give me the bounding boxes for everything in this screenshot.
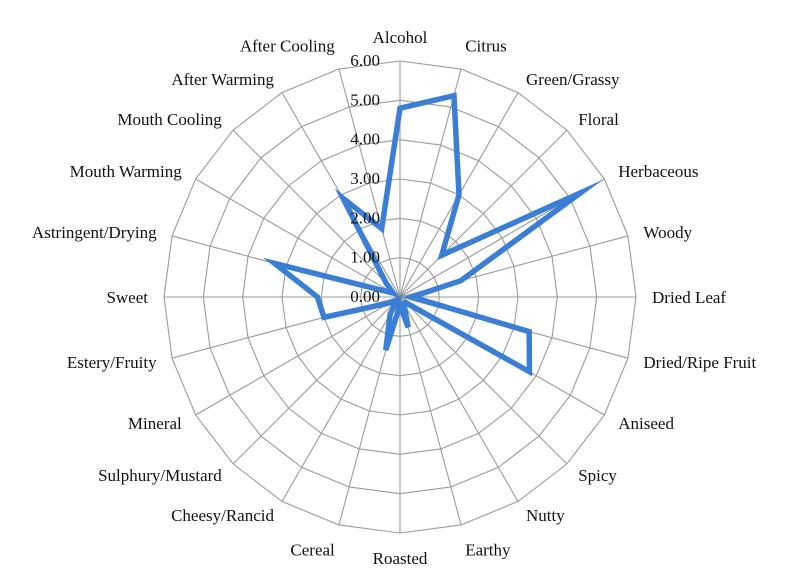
spoke-1: [399, 68, 462, 298]
category-label: Herbaceous: [618, 162, 698, 181]
spoke-15: [232, 296, 401, 465]
category-label: Sulphury/Mustard: [98, 466, 222, 485]
category-label: Spicy: [578, 466, 617, 485]
series-line-0: [262, 92, 604, 377]
tick-label: 5.00: [350, 90, 380, 109]
tick-label: 1.00: [350, 248, 380, 267]
category-label: Alcohol: [373, 28, 428, 47]
category-label: Estery/Fruity: [67, 353, 157, 372]
category-label: Sweet: [106, 288, 148, 307]
category-label: Dried Leaf: [652, 288, 726, 307]
spoke-11: [399, 296, 462, 526]
category-label: Cheesy/Rancid: [171, 506, 274, 525]
category-label: Astringent/Drying: [32, 223, 157, 242]
tick-label: 3.00: [350, 169, 380, 188]
category-label: Cereal: [290, 540, 335, 559]
category-label: Citrus: [465, 37, 507, 56]
tick-label: 2.00: [350, 208, 380, 227]
spoke-23: [338, 68, 401, 298]
category-label: Aniseed: [618, 414, 674, 433]
category-label: Floral: [578, 110, 619, 129]
category-label: Mouth Warming: [70, 162, 183, 181]
category-label: Woody: [643, 223, 692, 242]
spoke-14: [281, 296, 401, 502]
category-labels: Alcohol Citrus Green/Grassy Floral Herbaceou…: [32, 28, 757, 568]
spoke-3: [399, 129, 568, 298]
category-label: Mineral: [128, 414, 182, 433]
spoke-10: [399, 296, 519, 502]
category-label: Earthy: [465, 540, 511, 559]
category-label: After Cooling: [240, 37, 335, 56]
radar-series: [262, 92, 604, 377]
category-label: Mouth Cooling: [117, 110, 222, 129]
category-label: Nutty: [526, 506, 565, 525]
spoke-21: [232, 129, 401, 298]
category-label: Green/Grassy: [526, 70, 620, 89]
spoke-20: [195, 178, 401, 298]
category-label: Roasted: [373, 549, 428, 568]
category-label: Dried/Ripe Fruit: [643, 353, 756, 372]
category-label: After Warming: [171, 70, 274, 89]
radial-tick-labels: 0.00 1.00 2.00 3.00 4.00 5.00 6.00: [350, 51, 380, 306]
spoke-9: [399, 296, 568, 465]
spoke-16: [195, 296, 401, 416]
tick-label: 6.00: [350, 51, 380, 70]
tick-label: 4.00: [350, 130, 380, 149]
tick-label: 0.00: [350, 287, 380, 306]
